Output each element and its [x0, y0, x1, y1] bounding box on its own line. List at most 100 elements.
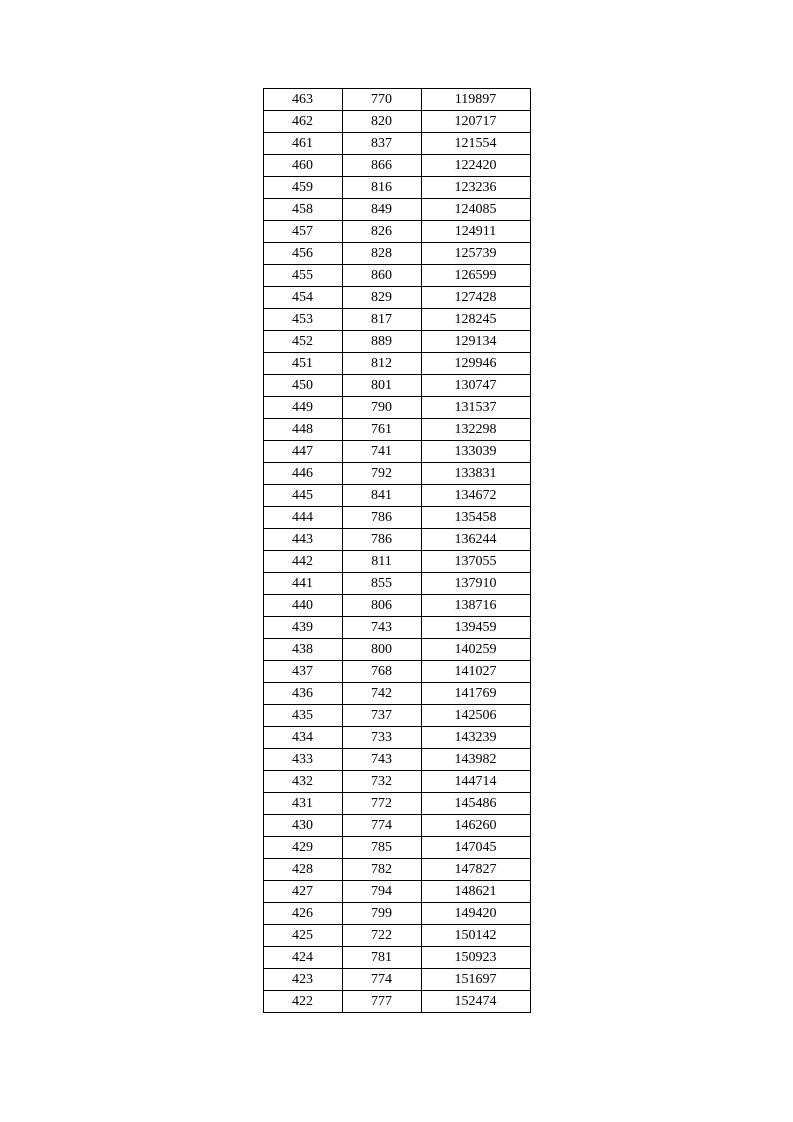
table-row: 446792133831 [263, 463, 530, 485]
table-cell: 456 [263, 243, 342, 265]
table-cell: 123236 [421, 177, 530, 199]
table-cell: 147045 [421, 837, 530, 859]
table-cell: 782 [342, 859, 421, 881]
table-row: 438800140259 [263, 639, 530, 661]
table-cell: 462 [263, 111, 342, 133]
table-row: 434733143239 [263, 727, 530, 749]
table-cell: 121554 [421, 133, 530, 155]
table-cell: 424 [263, 947, 342, 969]
table-cell: 460 [263, 155, 342, 177]
table-cell: 135458 [421, 507, 530, 529]
table-cell: 143239 [421, 727, 530, 749]
table-cell: 134672 [421, 485, 530, 507]
table-cell: 792 [342, 463, 421, 485]
table-cell: 124085 [421, 199, 530, 221]
table-cell: 733 [342, 727, 421, 749]
table-cell: 450 [263, 375, 342, 397]
table-cell: 432 [263, 771, 342, 793]
table-cell: 130747 [421, 375, 530, 397]
table-cell: 438 [263, 639, 342, 661]
table-row: 422777152474 [263, 991, 530, 1013]
table-row: 452889129134 [263, 331, 530, 353]
table-row: 444786135458 [263, 507, 530, 529]
table-cell: 812 [342, 353, 421, 375]
table-row: 460866122420 [263, 155, 530, 177]
table-row: 429785147045 [263, 837, 530, 859]
table-cell: 790 [342, 397, 421, 419]
table-cell: 129946 [421, 353, 530, 375]
table-cell: 768 [342, 661, 421, 683]
table-cell: 849 [342, 199, 421, 221]
table-cell: 431 [263, 793, 342, 815]
table-cell: 137055 [421, 551, 530, 573]
table-cell: 732 [342, 771, 421, 793]
table-cell: 429 [263, 837, 342, 859]
table-cell: 125739 [421, 243, 530, 265]
table-cell: 817 [342, 309, 421, 331]
table-cell: 828 [342, 243, 421, 265]
table-cell: 149420 [421, 903, 530, 925]
table-cell: 737 [342, 705, 421, 727]
table-cell: 855 [342, 573, 421, 595]
table-row: 455860126599 [263, 265, 530, 287]
table-cell: 743 [342, 617, 421, 639]
table-cell: 801 [342, 375, 421, 397]
table-row: 426799149420 [263, 903, 530, 925]
table-row: 443786136244 [263, 529, 530, 551]
table-cell: 133831 [421, 463, 530, 485]
table-row: 424781150923 [263, 947, 530, 969]
table-row: 457826124911 [263, 221, 530, 243]
table-cell: 428 [263, 859, 342, 881]
table-cell: 146260 [421, 815, 530, 837]
table-cell: 140259 [421, 639, 530, 661]
table-cell: 439 [263, 617, 342, 639]
table-body: 4637701198974628201207174618371215544608… [263, 89, 530, 1013]
table-cell: 785 [342, 837, 421, 859]
table-cell: 741 [342, 441, 421, 463]
table-cell: 435 [263, 705, 342, 727]
table-cell: 150142 [421, 925, 530, 947]
table-cell: 129134 [421, 331, 530, 353]
table-cell: 722 [342, 925, 421, 947]
table-cell: 799 [342, 903, 421, 925]
table-cell: 446 [263, 463, 342, 485]
table-cell: 453 [263, 309, 342, 331]
table-row: 462820120717 [263, 111, 530, 133]
table-cell: 463 [263, 89, 342, 111]
table-cell: 455 [263, 265, 342, 287]
table-cell: 459 [263, 177, 342, 199]
table-row: 435737142506 [263, 705, 530, 727]
table-cell: 772 [342, 793, 421, 815]
data-table: 4637701198974628201207174618371215544608… [263, 88, 531, 1013]
table-row: 439743139459 [263, 617, 530, 639]
table-cell: 761 [342, 419, 421, 441]
table-cell: 437 [263, 661, 342, 683]
table-cell: 128245 [421, 309, 530, 331]
table-cell: 777 [342, 991, 421, 1013]
table-cell: 139459 [421, 617, 530, 639]
table-row: 454829127428 [263, 287, 530, 309]
table-cell: 457 [263, 221, 342, 243]
table-cell: 458 [263, 199, 342, 221]
table-cell: 452 [263, 331, 342, 353]
table-cell: 794 [342, 881, 421, 903]
table-row: 449790131537 [263, 397, 530, 419]
table-cell: 889 [342, 331, 421, 353]
table-cell: 447 [263, 441, 342, 463]
table-cell: 126599 [421, 265, 530, 287]
table-row: 437768141027 [263, 661, 530, 683]
table-cell: 120717 [421, 111, 530, 133]
table-row: 436742141769 [263, 683, 530, 705]
table-row: 463770119897 [263, 89, 530, 111]
table-cell: 142506 [421, 705, 530, 727]
table-cell: 141027 [421, 661, 530, 683]
table-cell: 806 [342, 595, 421, 617]
table-cell: 774 [342, 969, 421, 991]
table-cell: 454 [263, 287, 342, 309]
table-cell: 829 [342, 287, 421, 309]
table-row: 451812129946 [263, 353, 530, 375]
table-row: 453817128245 [263, 309, 530, 331]
table-cell: 133039 [421, 441, 530, 463]
table-row: 423774151697 [263, 969, 530, 991]
table-cell: 826 [342, 221, 421, 243]
